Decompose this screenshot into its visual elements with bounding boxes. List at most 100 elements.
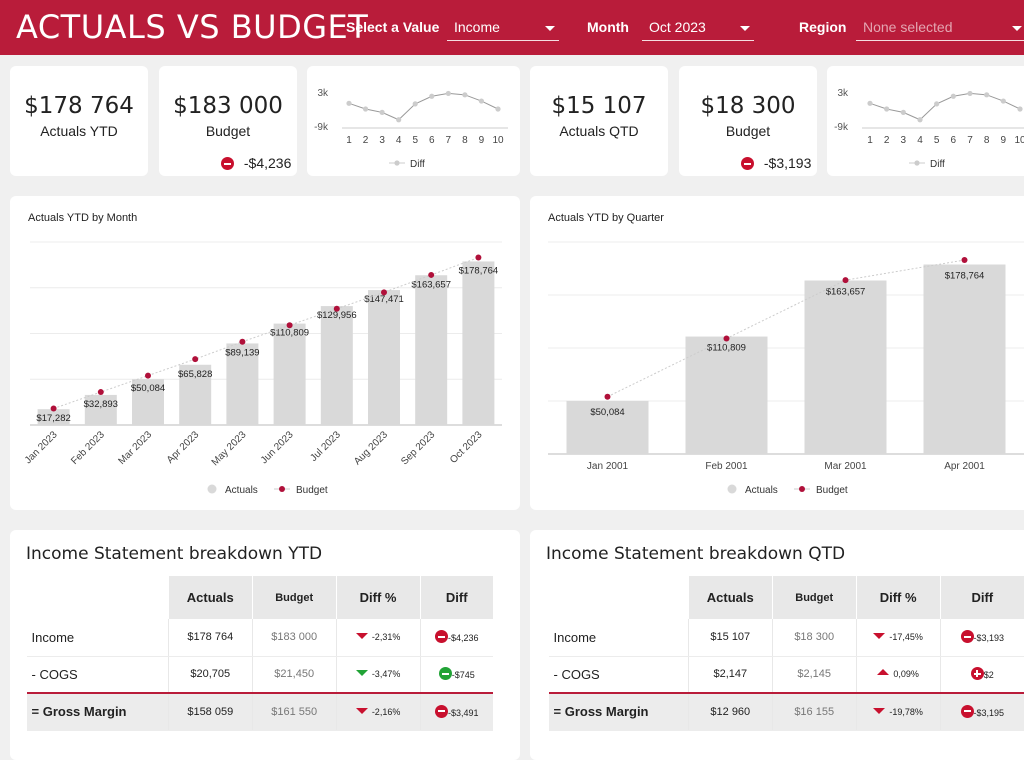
- diff-value: -$3,195: [974, 708, 1005, 718]
- x-tick-label: 5: [934, 135, 940, 146]
- data-label: $110,809: [707, 343, 746, 354]
- actuals-bar: [415, 275, 447, 425]
- data-label: $163,657: [826, 287, 866, 298]
- table-row: = Gross Margin $12 960 $16 155 -19,78% -…: [549, 693, 1024, 730]
- triangle-down-icon: [356, 708, 368, 714]
- x-tick-label: 8: [462, 135, 468, 146]
- cell-actuals: $20,705: [168, 656, 252, 693]
- budget-point: [334, 306, 340, 312]
- diff-point: [901, 110, 906, 115]
- income-statement-ytd-card: Income Statement breakdown YTD Actuals B…: [10, 530, 520, 760]
- diff-point: [413, 101, 418, 106]
- cell-diff-pct: -19,78%: [856, 693, 940, 730]
- y-tick-label: -9k: [834, 122, 849, 133]
- x-tick-label: 7: [967, 135, 973, 146]
- actuals-bar: [686, 337, 768, 454]
- diff-value: -$3,193: [974, 633, 1005, 643]
- legend-label: Budget: [296, 485, 328, 496]
- x-tick-label: 1: [867, 135, 873, 146]
- legend-marker-actuals: [728, 485, 737, 494]
- diff-point: [967, 91, 972, 96]
- diff-point: [1017, 106, 1022, 111]
- header-blank: [549, 576, 689, 619]
- x-tick-label: 1: [346, 135, 352, 146]
- income-statement-qtd-table: Actuals Budget Diff % Diff Income $15 10…: [548, 576, 1024, 731]
- y-tick-label: 3k: [837, 88, 849, 99]
- minus-circle-icon: [435, 705, 448, 718]
- kpi-label: Budget: [159, 123, 297, 139]
- column-header-actuals[interactable]: Actuals: [688, 576, 772, 619]
- column-header-budget[interactable]: Budget: [252, 576, 336, 619]
- legend-label: Budget: [816, 485, 848, 496]
- column-header-diff-pct[interactable]: Diff %: [336, 576, 420, 619]
- minus-circle-icon: [439, 667, 452, 680]
- x-tick-label: Mar 2023: [116, 429, 154, 467]
- legend-label: Actuals: [745, 485, 778, 496]
- column-header-budget[interactable]: Budget: [772, 576, 856, 619]
- cell-actuals: $15 107: [688, 619, 772, 656]
- x-tick-label: 5: [412, 135, 418, 146]
- x-tick-label: 10: [1014, 135, 1024, 146]
- page-title: ACTUALS VS BUDGET: [16, 8, 368, 46]
- column-header-diff[interactable]: Diff: [420, 576, 493, 619]
- diff-point: [495, 106, 500, 111]
- month-filter-label: Month: [587, 19, 629, 35]
- app-header: ACTUALS VS BUDGET Select a Value Income …: [0, 0, 1024, 55]
- table-row: Income $15 107 $18 300 -17,45% -$3,193: [549, 619, 1024, 656]
- kpi-card-actuals-ytd: $178 764 Actuals YTD: [10, 66, 148, 176]
- y-tick-label: 3k: [317, 88, 329, 99]
- legend-marker: [394, 160, 399, 165]
- cell-budget: $18 300: [772, 619, 856, 656]
- diff-pct-value: -17,45%: [889, 632, 923, 642]
- chevron-down-icon: [545, 26, 555, 31]
- column-header-actuals[interactable]: Actuals: [168, 576, 252, 619]
- budget-point: [287, 322, 293, 328]
- column-header-diff-pct[interactable]: Diff %: [856, 576, 940, 619]
- value-select[interactable]: Income: [447, 14, 559, 41]
- diff-point: [884, 106, 889, 111]
- x-tick-label: 9: [1001, 135, 1007, 146]
- actuals-bar: [321, 306, 353, 425]
- diff-value: $2: [984, 670, 994, 680]
- diff-point: [462, 92, 467, 97]
- table-title: Income Statement breakdown YTD: [26, 544, 322, 564]
- x-tick-label: May 2023: [210, 429, 249, 468]
- x-tick-label: Feb 2023: [69, 429, 107, 467]
- kpi-value: $183 000: [159, 93, 297, 119]
- cell-diff: -$3,193: [940, 619, 1024, 656]
- kpi-value: $15 107: [530, 93, 668, 119]
- diff-pct-value: -2,16%: [372, 707, 401, 717]
- diff-line: [349, 93, 498, 119]
- x-tick-label: Jan 2023: [23, 429, 60, 466]
- budget-point: [724, 335, 730, 341]
- data-label: $32,893: [84, 399, 118, 410]
- diff-pct-value: -3,47%: [372, 669, 401, 679]
- diff-value: -$745: [452, 670, 475, 680]
- cell-actuals: $178 764: [168, 619, 252, 656]
- month-select[interactable]: Oct 2023: [642, 14, 754, 41]
- x-tick-label: 8: [984, 135, 990, 146]
- legend-marker: [914, 160, 919, 165]
- budget-point: [239, 339, 245, 345]
- cell-diff: -$3,491: [420, 693, 493, 730]
- x-tick-label: Jan 2001: [587, 461, 629, 472]
- x-tick-label: Feb 2001: [705, 461, 748, 472]
- column-header-diff[interactable]: Diff: [940, 576, 1024, 619]
- diff-value: -$4,236: [448, 633, 479, 643]
- x-tick-label: 2: [363, 135, 369, 146]
- diff-point: [429, 94, 434, 99]
- x-tick-label: Jun 2023: [259, 429, 296, 466]
- x-tick-label: 6: [429, 135, 435, 146]
- chevron-down-icon: [740, 26, 750, 31]
- cell-diff-pct: -17,45%: [856, 619, 940, 656]
- minus-circle-icon: [435, 630, 448, 643]
- actuals-bar: [274, 324, 306, 425]
- x-tick-label: Oct 2023: [448, 429, 485, 466]
- cell-diff: -$3,195: [940, 693, 1024, 730]
- data-label: $17,282: [36, 413, 70, 424]
- kpi-diff-value: -$3,193: [764, 155, 811, 171]
- region-select[interactable]: None selected: [856, 14, 1024, 41]
- table-row: - COGS $2,147 $2,145 0,09% $2: [549, 656, 1024, 693]
- cell-budget: $16 155: [772, 693, 856, 730]
